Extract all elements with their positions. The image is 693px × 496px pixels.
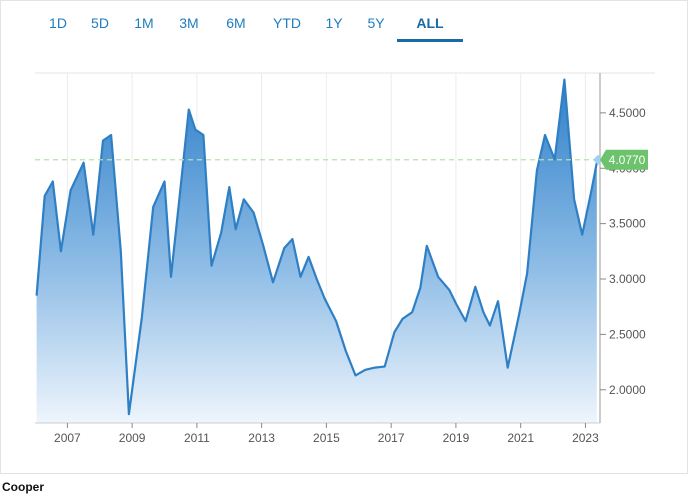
y-tick-label: 2.0000 [609,383,646,397]
tab-all[interactable]: ALL [397,8,463,42]
tab-1d[interactable]: 1D [49,15,67,31]
x-tick-label: 2019 [443,431,470,445]
tab-6m[interactable]: 6M [226,15,246,31]
x-tick-label: 2007 [54,431,81,445]
y-tick-label: 3.0000 [609,272,646,286]
current-value-marker [593,154,603,165]
x-tick-label: 2009 [119,431,146,445]
tab-3m[interactable]: 3M [179,15,199,31]
y-tick-label: 2.5000 [609,327,646,341]
series-line [35,78,598,416]
tab-ytd[interactable]: YTD [273,15,301,31]
x-tick-label: 2023 [572,431,599,445]
tab-1y[interactable]: 1Y [325,15,343,31]
tab-1m[interactable]: 1M [134,15,154,31]
x-tick-label: 2017 [378,431,405,445]
x-tick-label: 2011 [184,431,210,445]
x-tick-label: 2013 [248,431,275,445]
x-tick-label: 2021 [507,431,534,445]
tab-5d[interactable]: 5D [91,15,109,31]
source-label: Cooper [2,480,44,494]
price-chart: 2.00002.50003.00003.50004.00004.50002007… [35,72,655,445]
area-fill [36,79,597,423]
current-value-label: 4.0770 [609,153,646,167]
y-tick-label: 4.5000 [609,106,646,120]
x-tick-label: 2015 [313,431,340,445]
current-value-badge [600,149,648,170]
y-tick-label: 3.5000 [609,217,646,231]
tab-5y[interactable]: 5Y [367,15,385,31]
